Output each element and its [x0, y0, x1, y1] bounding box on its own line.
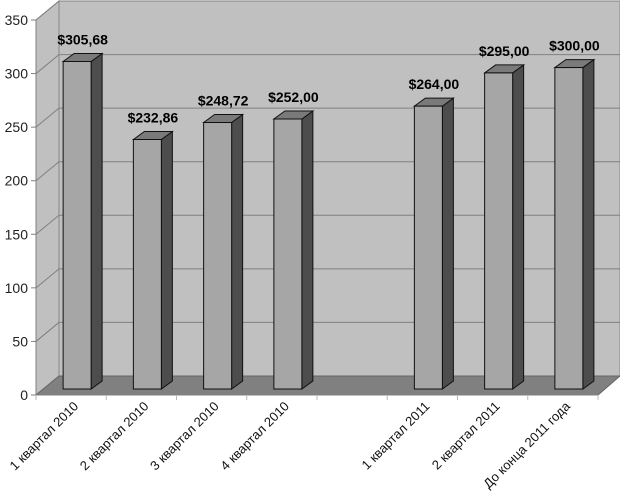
x-tick-label: 3 квартал 2010 [147, 399, 222, 474]
bar-side [441, 97, 454, 390]
y-tick-label: 100 [5, 280, 29, 296]
gridline [35, 0, 620, 21]
x-tick-label: 2 квартал 2010 [77, 399, 152, 474]
bar [554, 67, 584, 390]
bar [484, 72, 514, 390]
bar-side [160, 130, 173, 390]
gridline [35, 54, 620, 74]
data-label: $264,00 [409, 76, 460, 92]
bar-side [301, 110, 314, 390]
side-wall [35, 0, 60, 397]
data-label: $295,00 [479, 43, 530, 59]
y-tick-label: 300 [5, 66, 29, 82]
x-tick-label: 1 квартал 2011 [358, 399, 432, 473]
y-tick-label: 150 [5, 226, 29, 242]
data-label: $248,72 [198, 93, 249, 109]
bar-side [512, 63, 525, 390]
data-label: $232,86 [128, 110, 179, 126]
data-label: $300,00 [549, 38, 600, 54]
y-tick-label: 50 [12, 333, 28, 349]
bar-side [90, 52, 103, 390]
y-tick-label: 0 [20, 387, 28, 403]
x-tick-label: 2 квартал 2011 [429, 399, 503, 473]
floor [34, 375, 620, 396]
bar [273, 118, 303, 390]
bar-side [582, 58, 595, 390]
data-label: $305,68 [57, 31, 108, 47]
x-tick-label: 1 квартал 2010 [7, 399, 82, 474]
bar [132, 139, 162, 390]
y-tick-label: 250 [5, 119, 29, 135]
bar-side [231, 113, 244, 390]
y-tick-label: 200 [5, 173, 29, 189]
bar [62, 60, 92, 390]
x-tick-label: 4 квартал 2010 [217, 399, 292, 474]
bar [203, 122, 233, 390]
y-tick-label: 350 [5, 12, 29, 28]
data-label: $252,00 [268, 89, 319, 105]
bar [413, 105, 443, 390]
